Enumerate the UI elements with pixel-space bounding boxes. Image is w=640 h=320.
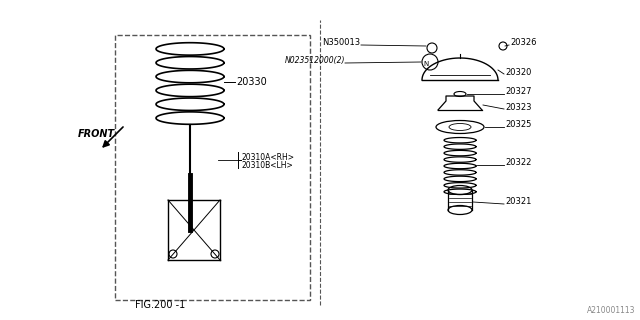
Bar [115,35,310,300]
Text: 20320: 20320 [505,68,531,77]
Text: FIG.200 -1: FIG.200 -1 [135,300,185,310]
Text: 20310A<RH>: 20310A<RH> [241,153,294,162]
Text: 20327: 20327 [505,87,531,96]
Text: 20310B<LH>: 20310B<LH> [241,161,292,170]
Text: N350013: N350013 [322,38,360,47]
Text: 20323: 20323 [505,103,531,112]
Text: 20321: 20321 [505,197,531,206]
Text: 20322: 20322 [505,158,531,167]
Text: FRONT: FRONT [78,129,115,139]
Text: N: N [424,61,429,67]
Text: N023512000(2): N023512000(2) [285,56,345,65]
Text: 20330: 20330 [236,77,267,87]
Text: 20326: 20326 [510,38,536,47]
Text: A210001113: A210001113 [586,306,635,315]
Text: 20325: 20325 [505,120,531,129]
